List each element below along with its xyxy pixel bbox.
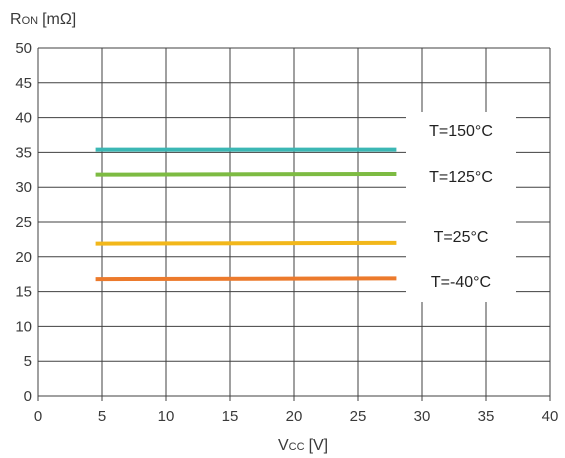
x-tick-label: 40 [542, 408, 559, 425]
legend-label: T=125°C [429, 169, 493, 186]
y-axis-label-main: R [10, 11, 22, 28]
x-tick-label: 0 [34, 408, 42, 425]
series-lines [95, 147, 397, 282]
x-axis-label: VCC [V] [278, 437, 328, 454]
legend-backgrounds [406, 112, 516, 302]
y-tick-label: 5 [24, 353, 32, 370]
y-tick-label: 20 [15, 249, 32, 266]
y-tick-label: 10 [15, 318, 32, 335]
y-axis-label-unit: [mΩ] [42, 11, 76, 28]
y-tick-label: 25 [15, 214, 32, 231]
series-line [95, 171, 397, 177]
tick-labels: 0 5 10 15 20 25 30 35 40 45 50 0 5 10 15 20 25 30 35 40 [15, 40, 558, 425]
y-axis-label-sub: ON [22, 15, 39, 27]
x-axis-label-unit: [V] [309, 437, 329, 454]
legend: T=150°C T=125°C T=25°C T=-40°C [429, 123, 493, 291]
x-tick-label: 25 [350, 408, 367, 425]
legend-label: T=-40°C [431, 274, 491, 291]
x-tick-label: 10 [158, 408, 175, 425]
y-tick-label: 30 [15, 179, 32, 196]
x-tick-label: 30 [414, 408, 431, 425]
y-tick-label: 40 [15, 110, 32, 127]
x-axis-label-main: V [278, 437, 289, 454]
y-tick-label: 0 [24, 388, 32, 405]
y-tick-label: 45 [15, 75, 32, 92]
legend-label: T=150°C [429, 123, 493, 140]
series-line [95, 276, 397, 282]
x-tick-label: 20 [286, 408, 303, 425]
x-axis-label-sub: CC [289, 441, 305, 453]
x-tick-label: 5 [98, 408, 106, 425]
y-tick-label: 50 [15, 40, 32, 57]
x-tick-label: 15 [222, 408, 239, 425]
y-tick-label: 35 [15, 144, 32, 161]
y-axis-label: RON [mΩ] [10, 11, 76, 28]
x-tick-label: 35 [478, 408, 495, 425]
series-line [95, 240, 397, 246]
legend-label: T=25°C [434, 229, 489, 246]
y-tick-label: 15 [15, 284, 32, 301]
legend-background [406, 112, 516, 302]
